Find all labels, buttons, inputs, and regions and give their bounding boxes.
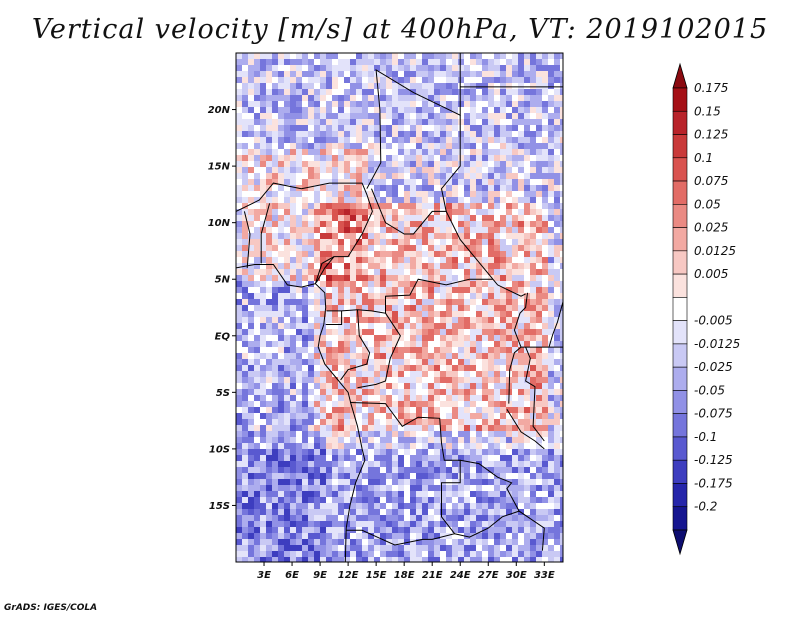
grads-credit: GrADS: IGES/COLA <box>4 603 98 613</box>
lat-tick-label: 15S <box>209 501 230 512</box>
border-line <box>371 278 493 314</box>
colorbar-swatch <box>672 297 688 321</box>
border-line <box>236 264 366 562</box>
lon-tick-label: 12E <box>338 570 359 581</box>
colorbar-label: -0.175 <box>694 476 733 490</box>
lat-tick-label: 5N <box>215 275 231 286</box>
colorbar-label: 0.005 <box>694 267 728 281</box>
colorbar-label: -0.1 <box>694 430 717 444</box>
colorbar-swatch <box>672 343 688 368</box>
colorbar-label: -0.025 <box>694 360 733 374</box>
border-line <box>357 312 401 389</box>
lat-tick-label: 10N <box>208 218 231 229</box>
colorbar-swatch <box>672 413 688 438</box>
border-line <box>326 309 372 312</box>
colorbar-label: 0.1 <box>694 151 713 165</box>
colorbar-label: -0.075 <box>694 407 733 421</box>
colorbar-swatch <box>672 110 688 135</box>
lat-tick-label: 5S <box>216 388 230 399</box>
colorbar-swatch <box>672 227 688 252</box>
lon-tick-label: 6E <box>285 570 299 581</box>
border-line <box>371 188 526 297</box>
colorbar-label: 0.175 <box>694 81 728 95</box>
border-line <box>460 459 545 551</box>
colorbar-label: 0.05 <box>694 197 721 211</box>
colorbar-label: 0.0125 <box>694 244 736 258</box>
colorbar-swatch <box>672 204 688 228</box>
border-line <box>454 510 520 538</box>
colorbar-swatch <box>672 459 688 484</box>
lat-tick-label: EQ <box>215 331 231 342</box>
colorbar-swatch <box>672 250 688 275</box>
colorbar-label: -0.005 <box>694 314 733 328</box>
colorbar-label: 0.025 <box>694 221 728 235</box>
border-line <box>325 310 343 325</box>
colorbar-swatch <box>672 134 688 159</box>
longitude-axis: 3E 6E 9E 12E 15E 18E 21E 24E 27E 30E 33E <box>257 562 555 581</box>
border-line <box>243 211 251 268</box>
colorbar-label: 0.15 <box>694 104 721 118</box>
colorbar-label: -0.0125 <box>694 337 740 351</box>
lat-tick-label: 15N <box>208 162 231 173</box>
lon-tick-label: 21E <box>422 570 443 581</box>
border-line <box>340 309 371 381</box>
colorbar-swatch <box>672 436 688 461</box>
colorbar-top-cap <box>672 62 688 89</box>
lon-tick-label: 15E <box>366 570 387 581</box>
country-borders <box>236 53 563 562</box>
colorbar-swatch <box>672 320 688 345</box>
colorbar-swatch <box>672 506 688 531</box>
lat-tick-label: 20N <box>208 105 231 116</box>
chart-title: Vertical velocity [m/s] at 400hPa, VT: 2… <box>31 14 769 45</box>
lat-tick-label: 10S <box>209 444 230 455</box>
colorbar-swatch <box>672 483 688 508</box>
colorbar-label: -0.2 <box>694 500 717 514</box>
lon-tick-label: 18E <box>394 570 415 581</box>
colorbar-label: -0.125 <box>694 453 733 467</box>
colorbar-swatch <box>672 180 688 205</box>
colorbar-swatch <box>672 390 688 414</box>
colorbar-swatch <box>672 157 688 182</box>
border-line <box>346 529 423 546</box>
colorbar: 0.175 0.15 0.125 0.1 0.075 0.05 0.025 0.0125 0.0… <box>672 62 740 556</box>
border-line <box>548 301 563 348</box>
lon-tick-label: 27E <box>478 570 499 581</box>
colorbar-swatch <box>672 87 688 112</box>
border-line <box>314 256 335 284</box>
map-frame <box>235 52 564 563</box>
lon-tick-label: 9E <box>313 570 327 581</box>
colorbar-label: 0.125 <box>694 128 728 142</box>
colorbar-swatch <box>672 366 688 391</box>
border-line <box>506 409 545 450</box>
latitude-axis: 20N 15N 10N 5N EQ 5S 10S 15S <box>208 105 236 512</box>
lon-tick-label: 3E <box>257 570 271 581</box>
border-line <box>525 346 545 442</box>
colorbar-label: -0.05 <box>694 383 725 397</box>
colorbar-swatch <box>672 273 688 298</box>
border-line <box>508 292 528 404</box>
vertical-velocity-field <box>236 53 563 562</box>
lon-tick-label: 24E <box>450 570 471 581</box>
border-line <box>349 402 461 540</box>
colorbar-label: 0.075 <box>694 174 728 188</box>
border-line <box>260 203 271 264</box>
colorbar-bottom-cap <box>672 529 688 556</box>
lon-tick-label: 33E <box>534 570 555 581</box>
border-line <box>440 115 461 212</box>
lon-tick-label: 30E <box>506 570 527 581</box>
